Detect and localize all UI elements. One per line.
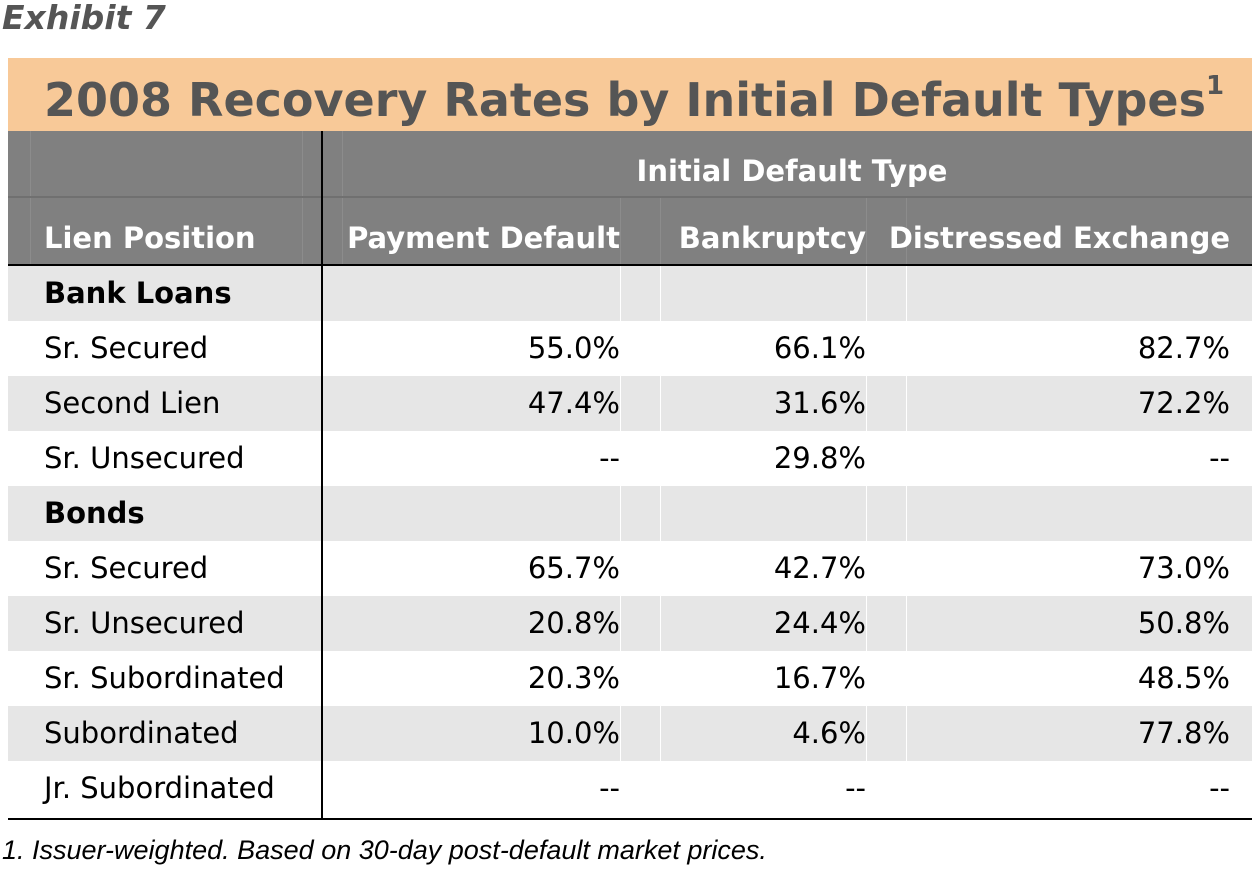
payment-default-value: 55.0% — [527, 331, 620, 365]
row-label: Sr. Subordinated — [44, 661, 285, 695]
column-header-payment-default: Payment Default — [347, 221, 620, 255]
payment-default-value: 20.8% — [527, 606, 620, 640]
row-label: Bank Loans — [44, 276, 232, 310]
column-header-bankruptcy: Bankruptcy — [678, 221, 866, 255]
table-row: Sr. Secured 55.0% 66.1% 82.7% — [8, 321, 1252, 376]
distressed-exchange-value: 77.8% — [1137, 716, 1230, 750]
table-row: Sr. Secured 65.7% 42.7% 73.0% — [8, 541, 1252, 596]
table-row: Sr. Unsecured -- 29.8% -- — [8, 431, 1252, 486]
section-row-bank-loans: Bank Loans — [8, 266, 1252, 321]
title-band: 2008 Recovery Rates by Initial Default T… — [8, 58, 1252, 131]
table-title-text: 2008 Recovery Rates by Initial Default T… — [44, 73, 1206, 127]
title-footnote-marker: 1 — [1205, 71, 1225, 101]
row-label: Sr. Secured — [44, 551, 209, 585]
bankruptcy-value: 24.4% — [773, 606, 866, 640]
table-row: Sr. Unsecured 20.8% 24.4% 50.8% — [8, 596, 1252, 651]
row-label: Jr. Subordinated — [44, 771, 275, 805]
exhibit-label: Exhibit 7 — [2, 0, 166, 37]
group-header: Initial Default Type — [636, 154, 948, 188]
row-label: Second Lien — [44, 386, 221, 420]
table-row: Sr. Subordinated 20.3% 16.7% 48.5% — [8, 651, 1252, 706]
column-header-distressed-exchange: Distressed Exchange — [888, 221, 1230, 255]
footnote: 1. Issuer-weighted. Based on 30-day post… — [2, 835, 767, 865]
bankruptcy-value: 16.7% — [773, 661, 866, 695]
distressed-exchange-value: -- — [1209, 441, 1230, 475]
distressed-exchange-value: 48.5% — [1137, 661, 1230, 695]
header-bottom-rule — [8, 264, 1252, 266]
row-label: Subordinated — [44, 716, 239, 750]
payment-default-value: 47.4% — [527, 386, 620, 420]
table-header — [8, 131, 1252, 265]
payment-default-value: -- — [599, 441, 620, 475]
bankruptcy-value: -- — [845, 771, 866, 805]
distressed-exchange-value: 50.8% — [1137, 606, 1230, 640]
payment-default-value: 20.3% — [527, 661, 620, 695]
row-label: Sr. Unsecured — [44, 441, 245, 475]
row-label: Sr. Secured — [44, 331, 209, 365]
row-label: Bonds — [44, 496, 145, 530]
header-divider — [8, 196, 1252, 198]
distressed-exchange-value: -- — [1209, 771, 1230, 805]
bankruptcy-value: 31.6% — [773, 386, 866, 420]
distressed-exchange-value: 82.7% — [1137, 331, 1230, 365]
bankruptcy-value: 29.8% — [773, 441, 866, 475]
payment-default-value: 10.0% — [527, 716, 620, 750]
table-title: 2008 Recovery Rates by Initial Default T… — [44, 70, 1224, 130]
table-row: Jr. Subordinated -- -- -- — [8, 761, 1252, 816]
row-label: Sr. Unsecured — [44, 606, 245, 640]
distressed-exchange-value: 73.0% — [1137, 551, 1230, 585]
table-row: Subordinated 10.0% 4.6% 77.8% — [8, 706, 1252, 761]
table-row: Second Lien 47.4% 31.6% 72.2% — [8, 376, 1252, 431]
payment-default-value: -- — [599, 771, 620, 805]
payment-default-value: 65.7% — [527, 551, 620, 585]
section-row-bonds: Bonds — [8, 486, 1252, 541]
bankruptcy-value: 42.7% — [773, 551, 866, 585]
label-column-divider — [321, 131, 323, 820]
bankruptcy-value: 66.1% — [773, 331, 866, 365]
lien-position-header: Lien Position — [44, 221, 256, 255]
distressed-exchange-value: 72.2% — [1137, 386, 1230, 420]
table-bottom-rule — [8, 818, 1252, 820]
bankruptcy-value: 4.6% — [792, 716, 866, 750]
